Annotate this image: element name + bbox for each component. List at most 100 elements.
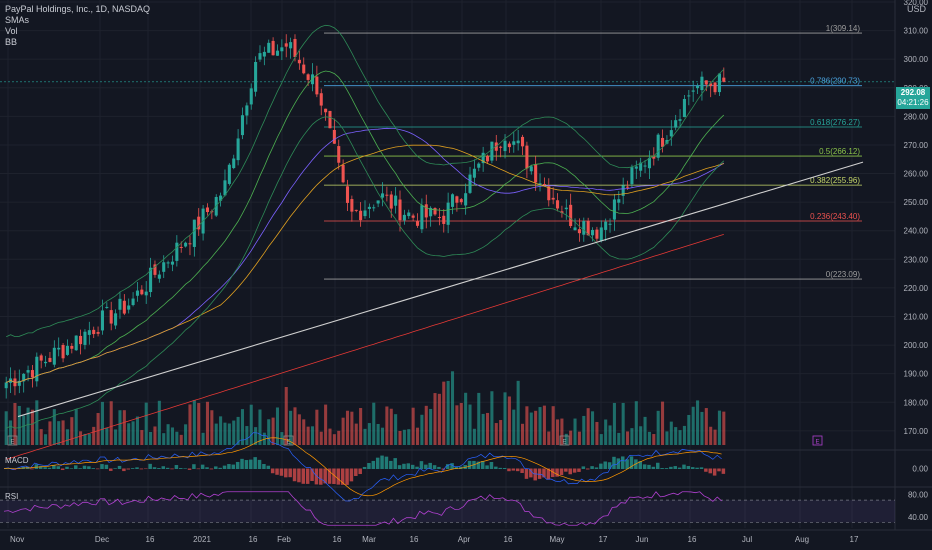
x-tick-label: 16 bbox=[146, 535, 155, 544]
y-tick-label: 220.00 bbox=[904, 284, 929, 293]
candle-body bbox=[547, 186, 551, 201]
macd-histogram-bar bbox=[319, 468, 323, 485]
candle-body bbox=[696, 85, 700, 89]
candle-body bbox=[437, 217, 441, 219]
volume-bar bbox=[367, 423, 371, 445]
candles bbox=[4, 34, 726, 399]
macd-histogram-bar bbox=[69, 468, 74, 469]
candle-body bbox=[709, 83, 713, 87]
candle-body bbox=[652, 156, 656, 159]
fib-level-label: 0.236(243.40) bbox=[810, 212, 860, 221]
volume-bar bbox=[205, 401, 210, 445]
symbol-title[interactable]: PayPal Holdings, Inc., 1D, NASDAQ bbox=[5, 4, 151, 14]
macd-histogram-bar bbox=[43, 467, 47, 469]
candle-body bbox=[669, 130, 673, 137]
macd-histogram-bar bbox=[74, 465, 78, 469]
legend-smas[interactable]: SMAs bbox=[5, 15, 30, 25]
volume-bar bbox=[538, 407, 542, 445]
macd-histogram-bar bbox=[494, 466, 498, 469]
macd-histogram-bar bbox=[695, 467, 699, 469]
macd-histogram-bar bbox=[559, 468, 564, 476]
volume-bar bbox=[612, 402, 616, 445]
candle-body bbox=[140, 289, 144, 295]
candle-body bbox=[184, 242, 188, 247]
volume-bar bbox=[591, 411, 595, 445]
macd-histogram-bar bbox=[568, 468, 572, 475]
candle-body bbox=[245, 105, 249, 116]
sma-50-line bbox=[6, 144, 724, 383]
volume-bar bbox=[468, 404, 472, 445]
rsi-line bbox=[3, 491, 722, 526]
currency-label[interactable]: USD bbox=[906, 4, 926, 14]
legend-bb[interactable]: BB bbox=[5, 37, 18, 47]
volume-bar bbox=[634, 401, 638, 445]
volume-bar bbox=[144, 402, 148, 445]
volume-bar bbox=[275, 407, 280, 445]
volume-bar bbox=[122, 410, 126, 445]
volume-bar bbox=[170, 427, 174, 445]
volume-bar bbox=[35, 400, 39, 445]
candle-body bbox=[398, 199, 402, 221]
macd-histogram-bar bbox=[699, 467, 704, 469]
candle-body bbox=[380, 193, 385, 198]
macd-histogram-bar bbox=[625, 459, 629, 469]
candle-body bbox=[109, 310, 113, 324]
candle-body bbox=[472, 168, 476, 178]
volume-bar bbox=[149, 431, 153, 445]
volume-bar bbox=[599, 434, 603, 445]
macd-histogram-bar bbox=[82, 465, 87, 469]
candle-body bbox=[507, 143, 511, 148]
volume-bar bbox=[551, 406, 555, 445]
volume-bar bbox=[560, 418, 564, 445]
volume-bar bbox=[661, 401, 665, 445]
macd-histogram-bar bbox=[371, 460, 376, 469]
volume-bar bbox=[586, 408, 590, 445]
x-tick-label: Jul bbox=[742, 535, 752, 544]
candle-body bbox=[223, 180, 227, 196]
volume-bar bbox=[582, 415, 586, 445]
x-tick-label: 16 bbox=[333, 535, 342, 544]
macd-histogram-bar bbox=[603, 461, 607, 469]
volume-bar bbox=[293, 407, 297, 445]
candle-body bbox=[385, 194, 389, 196]
macd-histogram-bar bbox=[620, 456, 625, 469]
fib-level-label: 0.382(255.96) bbox=[810, 176, 860, 185]
x-tick-label: Dec bbox=[95, 535, 109, 544]
volume-bar bbox=[249, 404, 253, 445]
macd-histogram-bar bbox=[542, 468, 546, 478]
volume-bar bbox=[608, 425, 612, 445]
macd-label[interactable]: MACD bbox=[5, 456, 29, 465]
volume-bar bbox=[534, 410, 538, 445]
candle-body bbox=[205, 207, 210, 213]
macd-histogram-bar bbox=[157, 468, 161, 469]
volume-bar bbox=[665, 431, 669, 445]
volume-bar bbox=[350, 411, 354, 445]
macd-histogram-bar bbox=[564, 468, 568, 472]
candle-body bbox=[324, 108, 328, 113]
volume-bar bbox=[83, 433, 87, 445]
candle-body bbox=[442, 215, 446, 224]
candle-body bbox=[372, 207, 376, 209]
macd-histogram-bar bbox=[428, 462, 432, 469]
candle-body bbox=[499, 146, 503, 148]
macd-histogram-bar bbox=[249, 459, 253, 469]
candle-body bbox=[674, 120, 678, 128]
macd-histogram-bar bbox=[410, 464, 415, 469]
macd-histogram-bar bbox=[209, 468, 214, 470]
candle-body bbox=[407, 212, 411, 217]
volume-bar bbox=[704, 408, 708, 445]
macd-histogram-bar bbox=[139, 468, 144, 470]
x-tick-label: 2021 bbox=[193, 535, 211, 544]
macd-histogram-bar bbox=[629, 456, 634, 469]
legend-vol[interactable]: Vol bbox=[5, 26, 18, 36]
candle-body bbox=[722, 77, 726, 82]
macd-histogram-bar bbox=[498, 467, 502, 469]
candle-body bbox=[678, 119, 682, 121]
candle-body bbox=[131, 298, 135, 306]
volume-bar bbox=[380, 427, 385, 445]
volume-bar bbox=[709, 426, 713, 445]
rsi-label[interactable]: RSI bbox=[5, 492, 19, 501]
volume-bar bbox=[630, 428, 634, 445]
volume-bar bbox=[297, 414, 301, 445]
